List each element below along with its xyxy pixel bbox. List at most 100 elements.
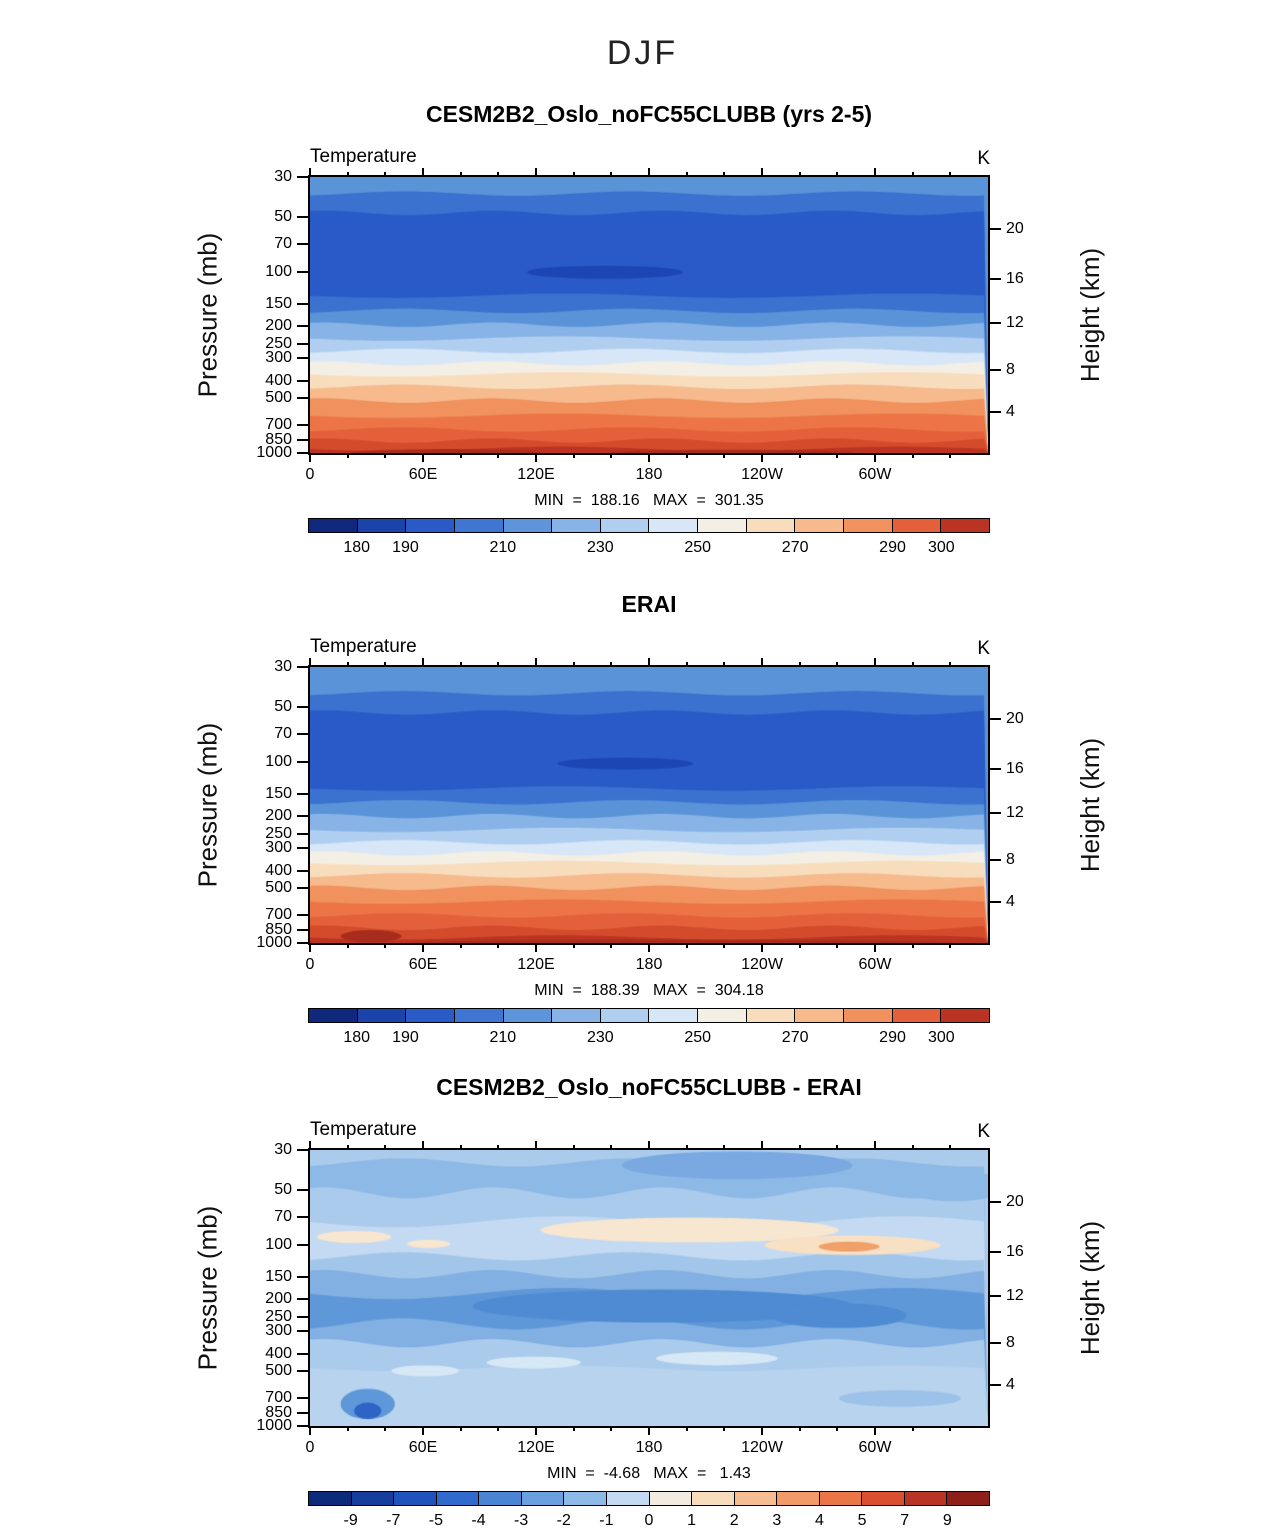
longitude-minor-tick [459,453,462,458]
colorbar-segment [649,1492,693,1505]
longitude-tick-top [422,1141,425,1150]
pressure-axis-label: Pressure (mb) [192,1205,223,1371]
height-tick [990,322,1001,325]
pressure-tick [297,666,308,668]
longitude-minor-tick [384,1426,387,1431]
longitude-minor-tick [723,453,726,458]
colorbar-segment [309,519,358,532]
colorbar-tick-label: -9 [343,1512,358,1529]
panel-cesm: CESM2B2_Oslo_noFC55CLUBB (yrs 2-5) Tempe… [0,95,1285,565]
pressure-tick-label: 100 [265,752,292,770]
colorbar-tick-label: 180 [343,1029,371,1046]
longitude-tick-top [761,1141,764,1150]
pressure-tick [297,1215,308,1218]
longitude-tick [534,453,537,462]
longitude-tick-top [873,168,876,177]
field-label: Temperature [310,1119,417,1140]
longitude-tick-label: 0 [305,956,315,973]
pressure-tick-label: 1000 [256,444,292,461]
colorbar-segment [947,1492,989,1505]
longitude-tick-top [761,658,764,667]
pressure-axis-label: Pressure (mb) [192,232,223,398]
plot-frame: 30 50 70 100 150 200 250 300 400 500 700 850 1000 20 1… [256,168,1024,483]
pressure-tick [297,357,308,360]
pressure-tick-label: 70 [274,234,292,252]
colorbar-tick-label: -1 [599,1512,614,1529]
colorbar-tick-label: 300 [927,1029,955,1046]
colorbar-segment [941,519,989,532]
pressure-tick-label: 70 [274,724,292,742]
pressure-tick [297,302,308,305]
longitude-tick [761,453,764,462]
pressure-tick [297,760,308,763]
longitude-minor-tick-top [572,172,575,177]
pressure-tick [297,913,308,916]
pressure-tick-label: 850 [265,431,292,449]
colorbar-tick-label: 2 [729,1512,739,1529]
pressure-tick [297,1330,308,1333]
plot-area: Temperature K Pressure (mb) Height (km) … [193,146,1105,509]
colorbar-tick-label: 250 [684,539,712,556]
longitude-tick [648,943,650,952]
longitude-tick-label: 0 [305,466,315,483]
height-tick [990,1251,1001,1254]
panel-title: ERAI [621,591,677,617]
pressure-tick [297,1275,308,1278]
pressure-tick-label: 400 [265,861,292,879]
pressure-tick [297,439,308,442]
longitude-minor-tick [384,943,387,948]
pressure-tick [297,1425,308,1427]
pressure-tick-label: 300 [265,1322,292,1340]
pressure-tick-label: 400 [265,1344,292,1362]
height-tick [990,278,1001,281]
longitude-minor-tick-top [798,1145,801,1150]
longitude-minor-tick-top [911,1145,914,1150]
colorbar-segment [606,1492,650,1505]
height-tick [990,768,1001,771]
colorbar-tick-label: 5 [857,1512,867,1529]
pressure-tick [297,342,308,345]
colorbar-segment [503,1009,553,1022]
height-tick-label: 8 [1006,851,1015,869]
longitude-minor-tick [497,943,500,948]
colorbar-segment [795,1009,845,1022]
panel-title: CESM2B2_Oslo_noFC55CLUBB - ERAI [436,1074,862,1100]
pressure-tick [297,732,308,735]
colorbar-tick-label: 230 [586,539,614,556]
pressure-tick-label: 700 [265,1388,292,1406]
longitude-minor-tick-top [497,1145,500,1150]
longitude-minor-tick-top [723,1145,726,1150]
colorbar-segment [552,519,601,532]
pressure-tick [297,942,308,944]
colorbar-segment [454,519,504,532]
pressure-tick [297,1243,308,1246]
pressure-tick [297,397,308,400]
colorbar-segment [892,519,942,532]
pressure-tick-label: 150 [265,784,292,802]
pressure-tick [297,1149,308,1151]
longitude-tick [761,1426,764,1435]
colorbar: -9 -7 -5 -4 -3 -2 -1 0 1 2 3 4 5 7 9 [308,1491,990,1531]
longitude-minor-tick-top [459,662,462,667]
colorbar-tick-label: 0 [644,1512,654,1529]
longitude-minor-tick-top [911,662,914,667]
pressure-tick-label: 50 [274,698,292,716]
units-label: K [977,638,990,659]
colorbar-segment [309,1492,352,1505]
colorbar-segment [649,519,699,532]
colorbar-tick-label: 4 [815,1512,824,1529]
longitude-tick-label: 60W [858,1439,892,1456]
longitude-tick-top [648,1141,650,1150]
height-tick [990,410,1001,413]
longitude-minor-tick [798,943,801,948]
longitude-minor-tick-top [798,172,801,177]
longitude-minor-tick [610,943,613,948]
pressure-tick [297,1396,308,1399]
panel-difference: CESM2B2_Oslo_noFC55CLUBB - ERAI Temperat… [0,1068,1285,1531]
pressure-tick-label: 500 [265,1362,292,1380]
longitude-minor-tick-top [798,662,801,667]
longitude-minor-tick-top [384,172,387,177]
longitude-tick-top [422,168,425,177]
field-label: Temperature [310,146,417,167]
colorbar-segment [692,1492,735,1505]
